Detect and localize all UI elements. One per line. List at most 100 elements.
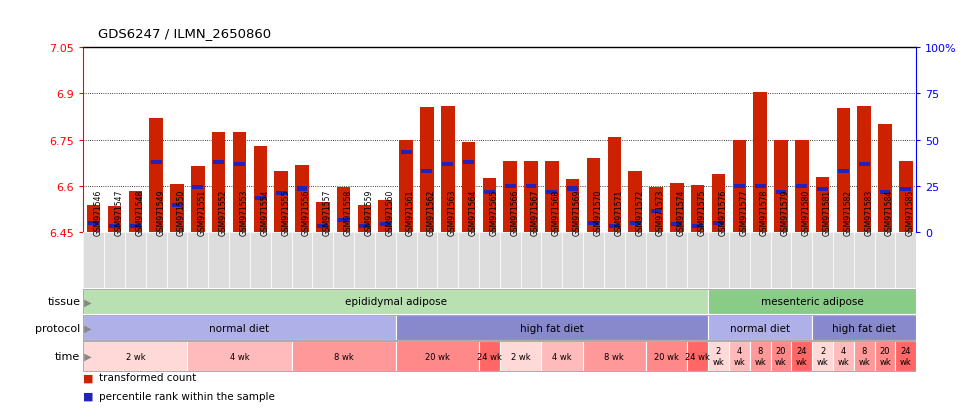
Bar — [524, 162, 538, 233]
Bar — [333, 233, 354, 289]
Bar — [214, 161, 224, 164]
Bar — [792, 233, 812, 289]
Bar — [583, 341, 646, 371]
Bar — [691, 186, 705, 233]
Bar — [484, 190, 495, 194]
Bar — [666, 233, 687, 289]
Bar — [671, 222, 682, 226]
Bar — [292, 341, 396, 371]
Text: GSM971550: GSM971550 — [177, 190, 186, 236]
Text: GSM971569: GSM971569 — [572, 190, 582, 236]
Text: 4 wk: 4 wk — [229, 352, 249, 361]
Text: GSM971583: GSM971583 — [864, 190, 873, 236]
Bar — [83, 233, 104, 289]
Bar — [500, 233, 520, 289]
Bar — [628, 172, 642, 233]
Bar — [713, 222, 724, 225]
Bar — [563, 233, 583, 289]
Text: 24
wk: 24 wk — [796, 347, 808, 366]
Text: GSM971584: GSM971584 — [885, 190, 894, 236]
Text: high fat diet: high fat diet — [520, 323, 584, 333]
Bar — [545, 162, 559, 233]
Bar — [401, 151, 412, 154]
Text: GSM971562: GSM971562 — [427, 190, 436, 236]
Bar — [125, 233, 146, 289]
Bar — [651, 209, 662, 213]
Text: GSM971557: GSM971557 — [322, 190, 332, 236]
Bar — [838, 170, 849, 174]
Bar — [234, 162, 245, 166]
Text: 24 wk: 24 wk — [685, 352, 710, 361]
Bar — [167, 233, 187, 289]
Text: ■: ■ — [83, 372, 94, 382]
Bar — [275, 191, 286, 195]
Bar — [187, 233, 209, 289]
Bar — [83, 315, 396, 340]
Text: GSM971554: GSM971554 — [261, 190, 270, 236]
Text: GSM971573: GSM971573 — [656, 190, 665, 236]
Bar — [255, 197, 266, 201]
Bar — [770, 233, 792, 289]
Bar — [709, 341, 729, 371]
Bar — [896, 341, 916, 371]
Text: GSM971571: GSM971571 — [614, 190, 623, 236]
Bar — [833, 233, 854, 289]
Bar — [396, 233, 416, 289]
Text: GSM971570: GSM971570 — [594, 190, 603, 236]
Text: GSM971577: GSM971577 — [739, 190, 749, 236]
Bar — [750, 233, 770, 289]
Bar — [812, 315, 916, 340]
Bar — [378, 200, 392, 233]
Text: percentile rank within the sample: percentile rank within the sample — [99, 391, 274, 401]
Text: normal diet: normal diet — [730, 323, 790, 333]
Text: GSM971579: GSM971579 — [781, 190, 790, 236]
Bar — [88, 222, 99, 225]
Bar — [292, 233, 313, 289]
Bar — [567, 187, 578, 191]
Text: GSM971581: GSM971581 — [822, 190, 832, 236]
Bar — [878, 125, 892, 233]
Bar — [274, 172, 288, 233]
Text: GSM971563: GSM971563 — [448, 190, 457, 236]
Bar — [670, 183, 684, 233]
Text: GSM971553: GSM971553 — [239, 190, 249, 236]
Bar — [421, 169, 432, 173]
Text: GSM971549: GSM971549 — [156, 190, 166, 236]
Text: GSM971568: GSM971568 — [552, 190, 561, 236]
Text: GSM971552: GSM971552 — [219, 190, 227, 236]
Bar — [358, 206, 371, 233]
Text: GSM971548: GSM971548 — [135, 190, 144, 236]
Text: GSM971561: GSM971561 — [406, 190, 416, 236]
Text: 4
wk: 4 wk — [838, 347, 850, 366]
Bar — [687, 233, 709, 289]
Bar — [399, 140, 413, 233]
Bar — [875, 341, 896, 371]
Text: GSM971567: GSM971567 — [531, 190, 540, 236]
Text: GSM971556: GSM971556 — [302, 190, 311, 236]
Bar — [171, 184, 184, 233]
Text: ▶: ▶ — [81, 297, 92, 307]
Bar — [359, 224, 369, 228]
Text: epididymal adipose: epididymal adipose — [345, 297, 447, 307]
Bar — [437, 233, 459, 289]
Text: GSM971546: GSM971546 — [94, 190, 103, 236]
Bar — [459, 233, 479, 289]
Text: 8 wk: 8 wk — [334, 352, 354, 361]
Text: 2 wk: 2 wk — [125, 352, 145, 361]
Text: 2
wk: 2 wk — [816, 347, 828, 366]
Text: 8
wk: 8 wk — [858, 347, 870, 366]
Bar — [609, 224, 619, 228]
Bar — [149, 119, 163, 233]
Bar — [212, 133, 225, 233]
Text: GSM971576: GSM971576 — [718, 190, 727, 236]
Bar — [692, 224, 703, 228]
Text: GSM971555: GSM971555 — [281, 190, 290, 236]
Bar — [209, 233, 229, 289]
Bar — [587, 159, 601, 233]
Bar — [464, 161, 474, 164]
Bar — [812, 233, 833, 289]
Bar — [187, 341, 292, 371]
Bar — [354, 233, 375, 289]
Bar — [108, 206, 122, 233]
Bar — [232, 133, 246, 233]
